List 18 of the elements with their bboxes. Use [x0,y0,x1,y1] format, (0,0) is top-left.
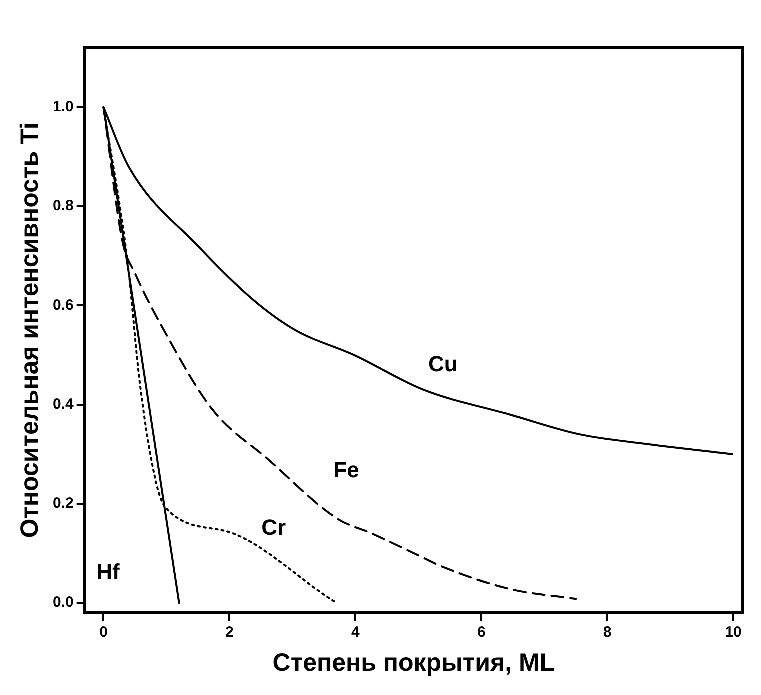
series-label: Fe [334,458,360,483]
y-tick-label: 0.6 [52,296,74,314]
x-tick-label: 6 [477,624,486,642]
x-tick-label: 0 [100,624,108,642]
text: Hf [96,560,121,584]
y-tick-label: 0.2 [52,495,74,512]
y-tick-label: 0.8 [52,198,74,215]
y-tick-label: 0.4 [52,396,74,413]
x-tick-label: 2 [226,624,234,642]
x-tick-label: 10 [725,624,742,642]
y-tick-label: 1.0 [52,98,74,116]
x-tick-label: 8 [603,624,612,642]
x-axis-title: Степень покрытия, ML [272,648,556,677]
series-label: Cu [428,352,458,377]
x-tick-label: 4 [351,624,360,642]
y-axis-title: Относительная интенсивность Ti [16,122,44,538]
y-tick-label: 0.0 [52,594,74,612]
series-label: Cr [262,514,287,540]
